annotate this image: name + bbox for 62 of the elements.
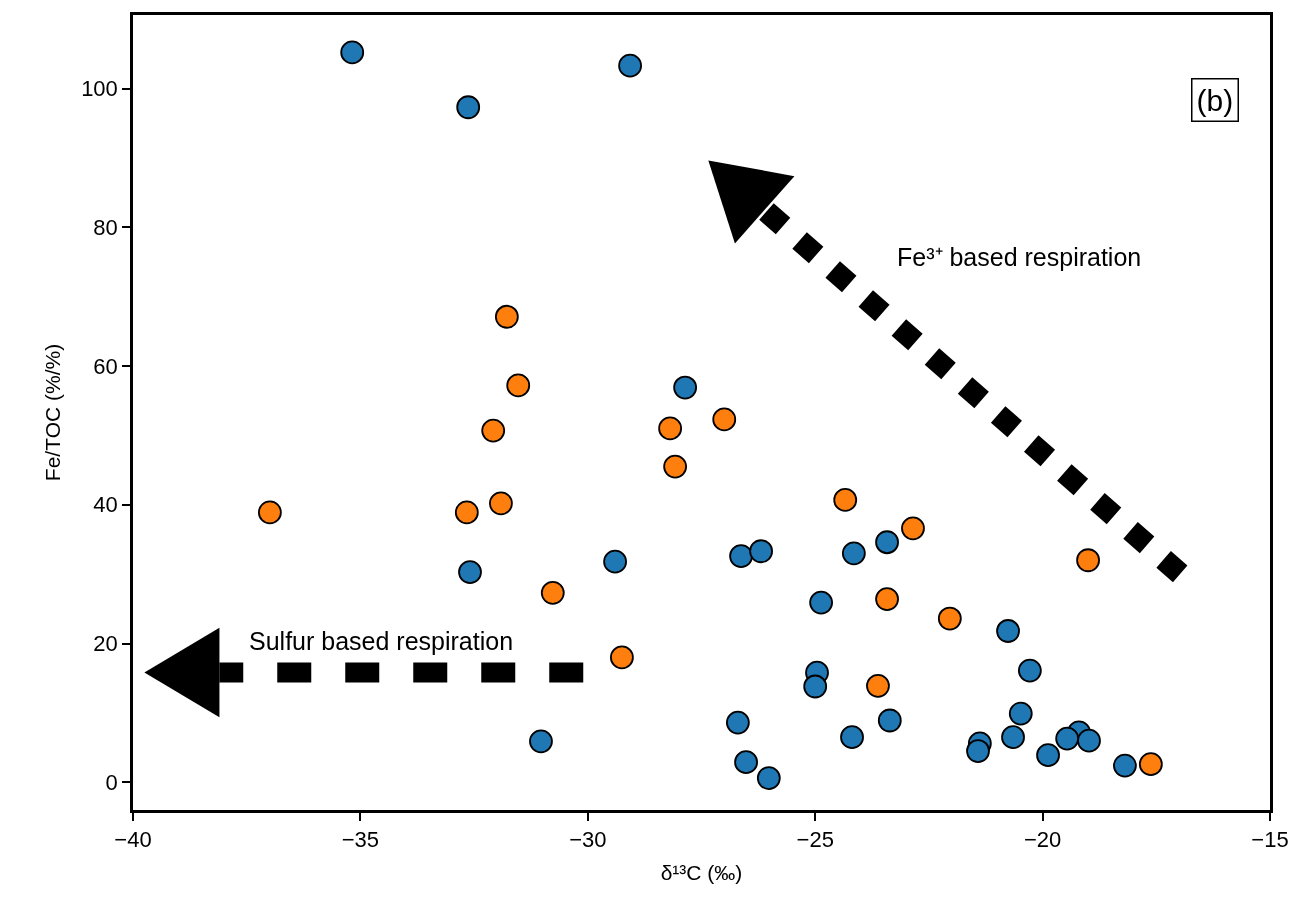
point [901,516,925,541]
point [540,580,565,605]
point [529,729,553,754]
point [875,587,899,611]
point [734,750,758,775]
x-tick-label: −15 [1251,827,1289,853]
point [729,544,753,568]
y-tick-label: 20 [93,631,118,657]
point [1001,725,1025,750]
annotation: Fe³⁺ based respiration [897,243,1142,271]
point [749,539,773,564]
point [610,645,634,670]
point [489,491,513,516]
y-tick-label: 100 [81,76,118,102]
point [258,500,282,525]
point [506,373,531,398]
point [833,488,858,512]
point [1138,752,1163,777]
point [454,500,479,525]
x-tick-label: −40 [114,827,152,853]
point [966,739,990,763]
point [1017,658,1042,683]
point [803,674,828,699]
annotation: Sulfur based respiration [249,627,514,655]
point [1008,701,1033,726]
point [494,304,519,329]
point [877,708,902,733]
y-tick-label: 80 [93,214,118,240]
point [1077,728,1101,753]
x-axis-title: δ¹³C (‰) [660,861,743,885]
point [456,95,481,120]
point [809,590,834,615]
point [673,375,698,400]
point [1076,548,1100,573]
y-tick-label: 40 [93,492,118,518]
annotation: (b) [1196,83,1234,117]
point [618,53,642,78]
point [1113,753,1137,778]
point [663,454,688,479]
point [841,541,866,566]
point [996,619,1020,643]
point [458,560,482,584]
y-tick-label: 60 [93,353,118,379]
point [756,766,781,790]
y-tick-label: 0 [105,769,118,795]
x-tick-label: −20 [1023,827,1062,853]
point [712,407,737,432]
x-tick-label: −30 [569,827,607,853]
point [937,606,962,631]
point [1036,743,1060,768]
point [603,549,627,574]
point [875,530,899,555]
x-tick-label: −25 [796,827,834,853]
point [1055,726,1080,751]
point [340,40,365,65]
point [725,710,750,735]
point [481,418,506,443]
point [866,673,890,698]
point [658,416,683,441]
x-tick-label: −35 [341,827,380,853]
point [840,725,864,750]
y-axis-title: Fe/TOC (%/%) [41,343,65,482]
